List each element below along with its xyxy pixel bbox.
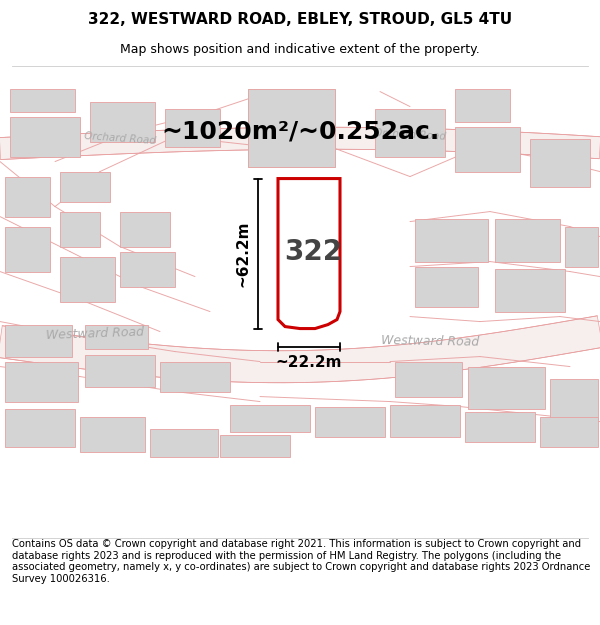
Polygon shape: [415, 219, 488, 261]
Polygon shape: [80, 416, 145, 451]
Polygon shape: [5, 361, 78, 401]
Polygon shape: [85, 324, 148, 349]
Polygon shape: [550, 379, 598, 419]
Text: ~1020m²/~0.252ac.: ~1020m²/~0.252ac.: [161, 119, 439, 144]
Polygon shape: [278, 179, 340, 329]
Polygon shape: [395, 361, 462, 396]
Polygon shape: [495, 219, 560, 261]
Polygon shape: [230, 404, 310, 431]
Text: ~62.2m: ~62.2m: [235, 220, 250, 287]
Text: Westward Road: Westward Road: [46, 326, 144, 342]
Polygon shape: [495, 269, 565, 311]
Polygon shape: [415, 266, 478, 306]
Polygon shape: [455, 89, 510, 121]
Polygon shape: [10, 116, 80, 156]
Polygon shape: [540, 416, 598, 446]
Polygon shape: [160, 361, 230, 391]
Polygon shape: [248, 89, 335, 166]
Polygon shape: [0, 127, 600, 159]
Polygon shape: [60, 256, 115, 301]
Polygon shape: [10, 89, 75, 111]
Polygon shape: [5, 324, 72, 356]
Polygon shape: [120, 251, 175, 286]
Text: Orchard Road: Orchard Road: [374, 127, 446, 141]
Polygon shape: [165, 109, 220, 146]
Polygon shape: [60, 211, 100, 246]
Polygon shape: [375, 109, 445, 156]
Polygon shape: [390, 404, 460, 436]
Polygon shape: [120, 211, 170, 246]
Text: 322, WESTWARD ROAD, EBLEY, STROUD, GL5 4TU: 322, WESTWARD ROAD, EBLEY, STROUD, GL5 4…: [88, 12, 512, 27]
Polygon shape: [150, 429, 218, 456]
Polygon shape: [85, 354, 155, 386]
Text: Orchard Road: Orchard Road: [84, 131, 156, 146]
Text: Westward Road: Westward Road: [381, 334, 479, 349]
Polygon shape: [315, 406, 385, 436]
Polygon shape: [5, 176, 50, 216]
Polygon shape: [530, 139, 590, 186]
Polygon shape: [465, 411, 535, 441]
Polygon shape: [60, 171, 110, 201]
Polygon shape: [455, 126, 520, 171]
Polygon shape: [468, 366, 545, 409]
Text: 322: 322: [284, 238, 342, 266]
Polygon shape: [220, 434, 290, 456]
Polygon shape: [565, 226, 598, 266]
Polygon shape: [90, 101, 155, 141]
Polygon shape: [0, 316, 600, 382]
Text: Map shows position and indicative extent of the property.: Map shows position and indicative extent…: [120, 42, 480, 56]
Polygon shape: [5, 409, 75, 446]
Text: Contains OS data © Crown copyright and database right 2021. This information is : Contains OS data © Crown copyright and d…: [12, 539, 590, 584]
Polygon shape: [5, 226, 50, 271]
Text: ~22.2m: ~22.2m: [276, 354, 342, 369]
Polygon shape: [248, 89, 335, 166]
